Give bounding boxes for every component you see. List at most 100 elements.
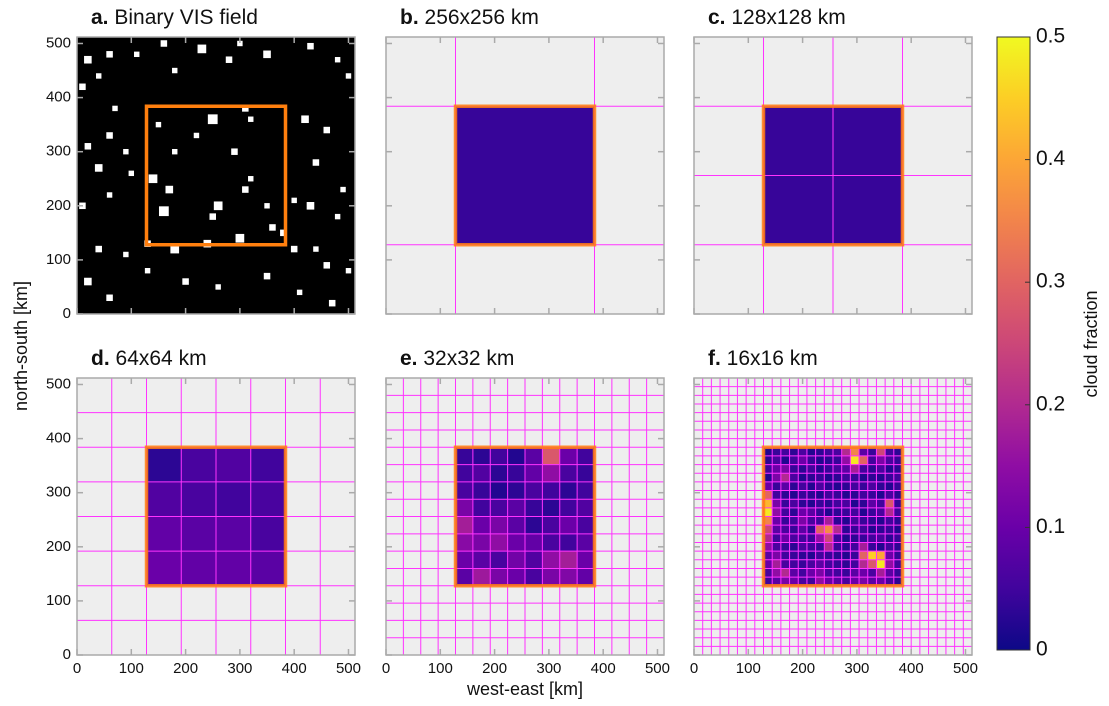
y-tick-label: 200 bbox=[46, 197, 71, 214]
cell bbox=[508, 551, 526, 569]
cell bbox=[807, 542, 816, 551]
cloud-pixel bbox=[236, 234, 245, 243]
cloud-pixel bbox=[335, 57, 340, 62]
cell bbox=[781, 465, 790, 474]
cell bbox=[824, 456, 833, 465]
cell bbox=[833, 560, 842, 569]
cell bbox=[807, 465, 816, 474]
x-tick-label: 400 bbox=[591, 660, 616, 677]
cell bbox=[560, 482, 578, 500]
cloud-pixel bbox=[106, 295, 113, 301]
cell bbox=[885, 525, 894, 534]
cell bbox=[842, 560, 851, 569]
cell bbox=[833, 176, 903, 246]
cell bbox=[216, 551, 251, 586]
cell bbox=[781, 456, 790, 465]
cell bbox=[868, 568, 877, 577]
cloud-pixel bbox=[96, 73, 101, 78]
cell bbox=[876, 482, 885, 491]
cell bbox=[885, 465, 894, 474]
cell bbox=[216, 517, 251, 552]
cell bbox=[859, 473, 868, 482]
cell bbox=[842, 508, 851, 517]
cell bbox=[456, 482, 474, 500]
cloud-pixel bbox=[95, 246, 102, 252]
y-tick-label: 100 bbox=[46, 251, 71, 268]
cell bbox=[577, 551, 595, 569]
colorbar-tick-label: 0.3 bbox=[1036, 270, 1065, 293]
cell bbox=[850, 473, 859, 482]
cloud-pixel bbox=[307, 43, 314, 49]
cloud-pixel bbox=[307, 202, 315, 210]
cell bbox=[876, 473, 885, 482]
cell bbox=[833, 491, 842, 500]
cell bbox=[781, 517, 790, 526]
cloud-pixel bbox=[297, 290, 302, 295]
panel-title-text: 128x128 km bbox=[731, 6, 845, 29]
cell bbox=[781, 499, 790, 508]
cell bbox=[885, 560, 894, 569]
cell bbox=[885, 568, 894, 577]
cell bbox=[885, 508, 894, 517]
cell bbox=[790, 517, 799, 526]
cell bbox=[807, 525, 816, 534]
cloud-pixel bbox=[291, 198, 296, 203]
cell bbox=[560, 447, 578, 465]
cell bbox=[560, 568, 578, 586]
cell bbox=[790, 473, 799, 482]
cloud-pixel bbox=[166, 186, 174, 194]
cell bbox=[824, 491, 833, 500]
cell bbox=[525, 482, 543, 500]
cell bbox=[824, 473, 833, 482]
cloud-pixel bbox=[129, 171, 134, 176]
cell bbox=[816, 499, 825, 508]
x-tick-label: 100 bbox=[736, 660, 761, 677]
cell bbox=[850, 508, 859, 517]
cell bbox=[833, 456, 842, 465]
cell bbox=[824, 525, 833, 534]
cell bbox=[781, 568, 790, 577]
cell bbox=[790, 508, 799, 517]
cell bbox=[816, 534, 825, 543]
cell bbox=[868, 499, 877, 508]
cell bbox=[456, 551, 474, 569]
panel-title: a. Binary VIS field bbox=[91, 6, 258, 29]
cell bbox=[885, 551, 894, 560]
cell bbox=[816, 542, 825, 551]
cell bbox=[790, 456, 799, 465]
cell bbox=[859, 525, 868, 534]
cell bbox=[850, 491, 859, 500]
cell bbox=[824, 482, 833, 491]
y-tick-label: 200 bbox=[46, 538, 71, 555]
cell bbox=[816, 473, 825, 482]
cell bbox=[798, 534, 807, 543]
x-tick-label: 300 bbox=[844, 660, 869, 677]
cell bbox=[816, 456, 825, 465]
cell bbox=[772, 525, 781, 534]
cell bbox=[876, 534, 885, 543]
cell bbox=[859, 568, 868, 577]
cell bbox=[508, 447, 526, 465]
panel: 0100200300400500a. Binary VIS field bbox=[46, 6, 355, 322]
cell bbox=[885, 456, 894, 465]
cell bbox=[772, 568, 781, 577]
cell bbox=[772, 499, 781, 508]
cell bbox=[850, 456, 859, 465]
cell bbox=[456, 465, 474, 483]
cell bbox=[181, 551, 216, 586]
panel-label: e. bbox=[400, 347, 418, 370]
cell bbox=[824, 465, 833, 474]
cell bbox=[772, 508, 781, 517]
cell bbox=[833, 508, 842, 517]
cell bbox=[790, 568, 799, 577]
cell bbox=[251, 517, 286, 552]
cell bbox=[798, 525, 807, 534]
cell bbox=[772, 456, 781, 465]
cell bbox=[490, 447, 508, 465]
y-tick-label: 400 bbox=[46, 89, 71, 106]
y-tick-label: 0 bbox=[63, 305, 71, 322]
x-tick-label: 0 bbox=[73, 660, 81, 677]
cell bbox=[842, 473, 851, 482]
cell bbox=[842, 465, 851, 474]
cell bbox=[772, 473, 781, 482]
